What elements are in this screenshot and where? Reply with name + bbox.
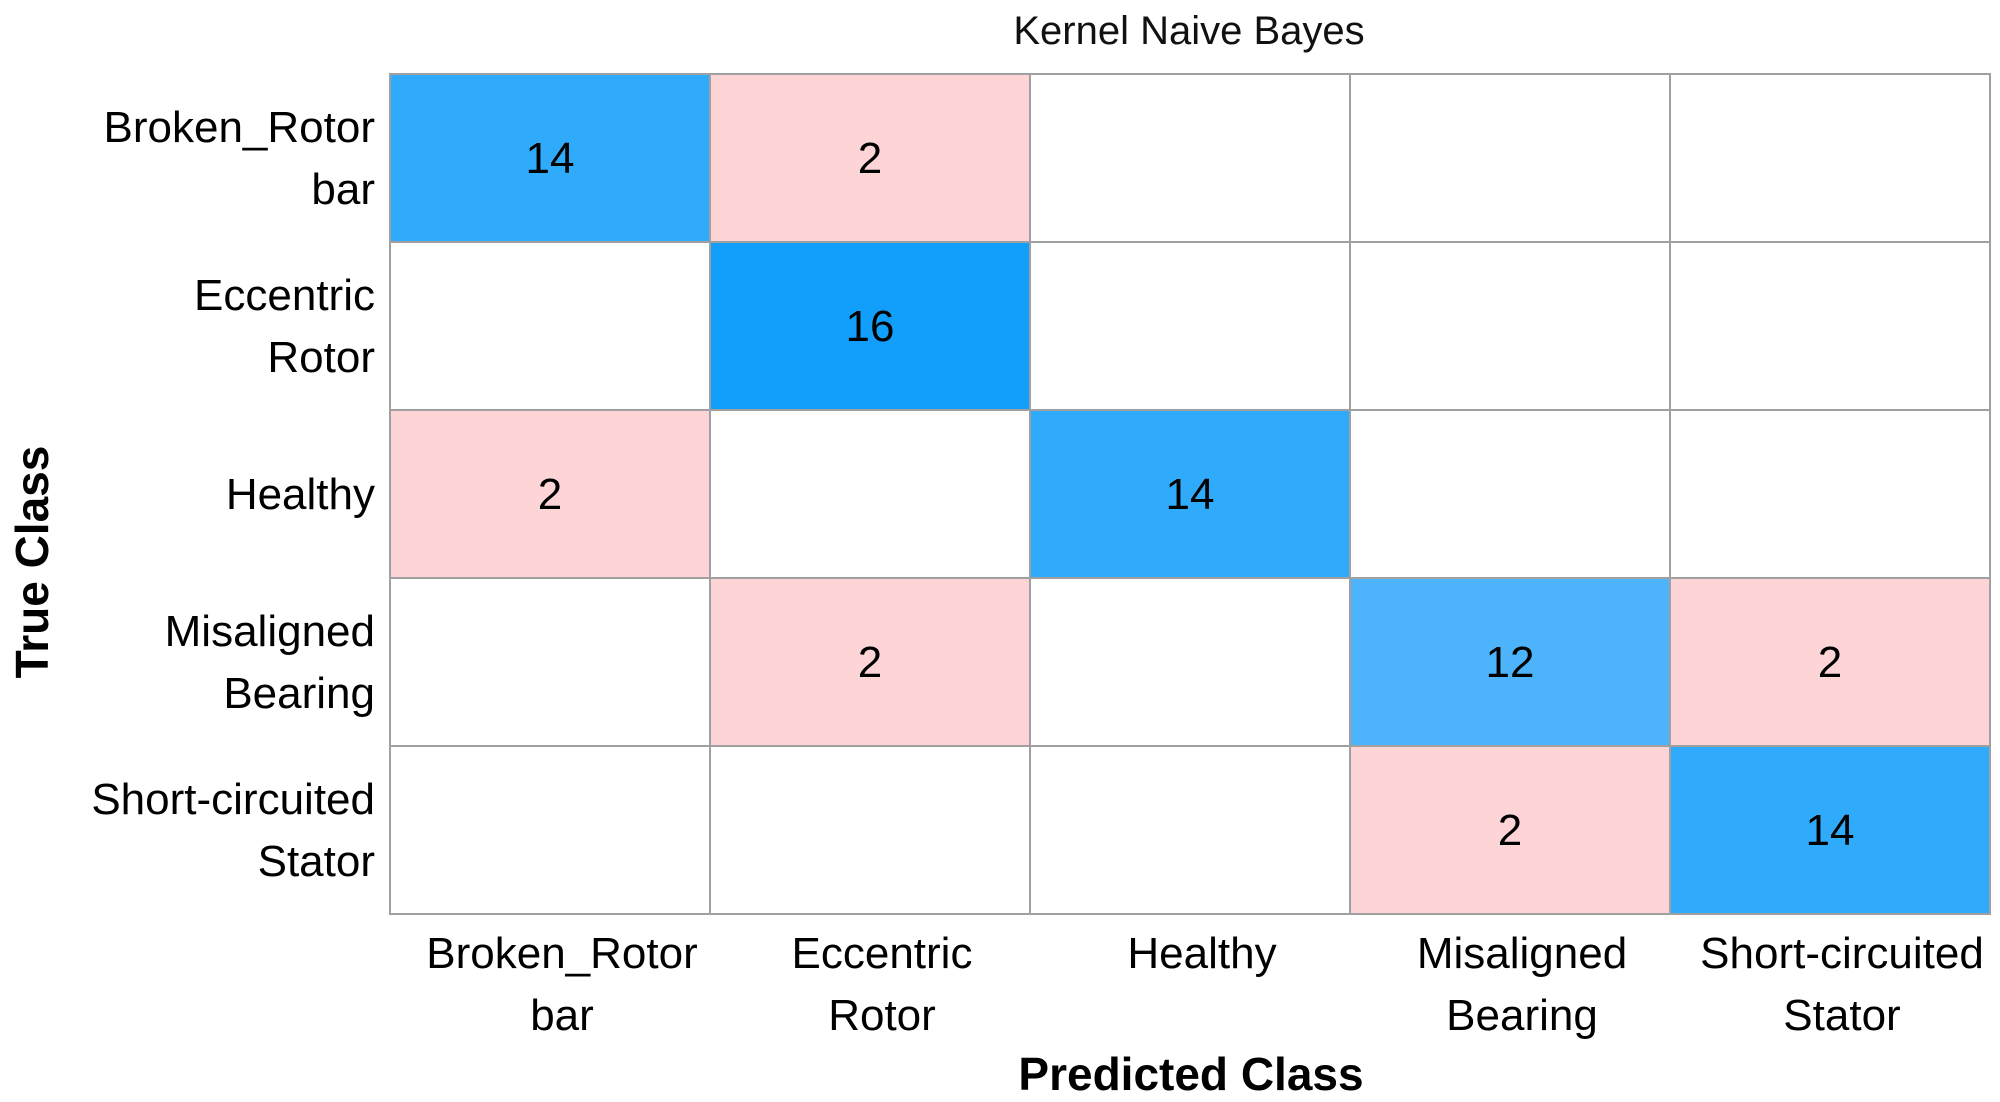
x-tick-label: Healthy (1127, 929, 1276, 978)
heatmap-cell (1349, 409, 1671, 579)
x-tick-label: bar (530, 991, 594, 1040)
heatmap-cell (389, 73, 711, 243)
y-tick-label: Eccentric (194, 271, 375, 320)
cell-value-label: 14 (1166, 470, 1215, 519)
cell-value-label: 2 (538, 470, 562, 519)
heatmap-cell (1349, 73, 1671, 243)
heatmap-cell (709, 241, 1031, 411)
heatmap-cell (709, 745, 1031, 915)
cell-value-label: 12 (1486, 638, 1535, 687)
heatmap-cell (709, 577, 1031, 747)
y-tick-label: Stator (258, 837, 375, 886)
heatmap-cell (1029, 745, 1351, 915)
heatmap-cell (1349, 745, 1671, 915)
x-tick-label: Rotor (828, 991, 936, 1040)
y-tick-label: bar (311, 165, 375, 214)
heatmap-cell (1029, 73, 1351, 243)
heatmap-cell (1349, 241, 1671, 411)
y-tick-label: Short-circuited (91, 775, 375, 824)
x-tick-label: Stator (1783, 991, 1900, 1040)
heatmap-cell (1669, 409, 1991, 579)
heatmap-cell (709, 73, 1031, 243)
x-tick-label: Short-circuited (1700, 929, 1984, 978)
heatmap-cell (709, 409, 1031, 579)
heatmap-cell (389, 577, 711, 747)
y-tick-label: Bearing (223, 669, 375, 718)
y-tick-label: Broken_Rotor (104, 103, 375, 152)
heatmap-cell (389, 409, 711, 579)
x-tick-label: Broken_Rotor (426, 929, 697, 978)
x-tick-label: Bearing (1446, 991, 1598, 1040)
x-tick-label: Eccentric (792, 929, 973, 978)
heatmap-cell (389, 241, 711, 411)
cell-value-label: 2 (858, 638, 882, 687)
heatmap-cell (1029, 577, 1351, 747)
heatmap-cell (1669, 745, 1991, 915)
chart-title: Kernel Naive Bayes (1013, 9, 1364, 53)
x-axis-title: Predicted Class (1018, 1048, 1363, 1100)
cell-value-label: 2 (858, 134, 882, 183)
x-tick-label: Misaligned (1417, 929, 1627, 978)
heatmap-cell (389, 745, 711, 915)
y-tick-label: Healthy (226, 470, 375, 519)
y-tick-label: Rotor (267, 333, 375, 382)
heatmap-cell (1029, 409, 1351, 579)
heatmap-cell (1029, 241, 1351, 411)
y-axis-title: True Class (6, 446, 58, 679)
y-tick-label: Misaligned (165, 607, 375, 656)
cell-value-label: 16 (846, 302, 895, 351)
cell-value-label: 14 (1806, 806, 1855, 855)
heatmap-cell (1669, 577, 1991, 747)
heatmap-cell (1669, 241, 1991, 411)
cell-value-label: 2 (1498, 806, 1522, 855)
heatmap-cell (1669, 73, 1991, 243)
cell-value-label: 14 (526, 134, 575, 183)
cell-value-label: 2 (1818, 638, 1842, 687)
